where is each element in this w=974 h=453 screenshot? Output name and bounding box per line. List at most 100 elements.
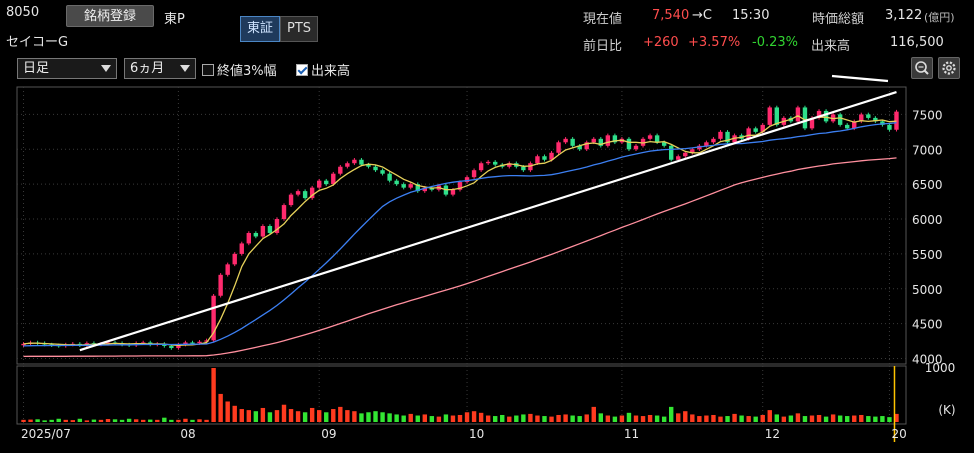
candle-body [253,232,259,237]
date-tick-label: 20 [891,427,906,441]
volume-bar [500,414,505,422]
trendline [79,74,897,442]
stock-code: 8050 [6,5,40,20]
volume-bar [204,419,209,422]
volume-bar [788,415,794,422]
option-volume[interactable]: 出来高 [296,60,350,79]
volume-bar [859,414,864,422]
candle-body [225,264,230,275]
volume-bar [352,411,357,422]
candle-body [324,180,329,185]
candle-body [352,159,357,164]
market-label: 東P [164,12,185,27]
market-cap-label: 時価総額 [812,12,865,27]
checkbox-checked-icon[interactable] [296,64,308,76]
volume-bar [732,413,737,422]
candle-body [535,156,540,164]
volume-bar [169,419,174,422]
candle-body [859,114,864,122]
candle-body [661,142,667,146]
market-cap-value: 3,122 [885,8,923,23]
volume-bar [338,406,343,422]
volume-bar [190,419,195,422]
period-select[interactable]: 日足 [17,58,117,79]
candle-body [493,161,498,165]
candle-body [281,205,287,220]
range-select[interactable]: 6ヵ月 [124,58,196,79]
candle-body [640,138,646,146]
volume-bar [746,416,751,422]
volume-bar [669,406,674,422]
zoom-button[interactable] [911,57,933,79]
candle-body [415,184,420,192]
volume-bar [598,413,603,422]
volume-bar [697,416,702,422]
candle-body [584,142,589,150]
volume-bar [253,411,259,422]
settings-button[interactable] [938,57,960,79]
candle-body [204,340,209,342]
volume-bar [183,418,188,422]
volume-bar [148,419,153,422]
gear-icon [942,61,956,75]
candle-body [274,219,280,233]
candle-body [141,342,146,344]
zoom-icon [915,61,929,75]
candle-body [338,166,343,174]
candle-body [197,341,202,344]
candle-body [725,131,730,143]
volume-bar [471,411,477,422]
volume-bar [112,419,118,422]
date-tick-label: 10 [469,427,484,441]
volume-bar [126,418,132,422]
volume-bar [457,414,463,422]
candle-body [105,342,111,344]
candle-body [345,163,350,167]
volume-bar [288,409,294,422]
volume-bar [373,411,378,422]
candle-body [317,180,322,188]
candle-body [690,149,695,153]
candle-body [190,342,195,344]
option-close-band[interactable]: 終値3%幅 [202,60,277,79]
candle-body [267,226,273,233]
candle-body [309,187,315,199]
volume-bar [309,407,315,422]
register-button[interactable]: 銘柄登録 [66,5,154,27]
change-pct: +3.57% [688,35,741,50]
candle-body [823,110,829,122]
volume-bar [830,414,836,422]
candle-body [809,117,815,129]
volume-bar [485,415,491,422]
volume-bar [281,404,287,422]
price-panel [16,86,907,365]
volume-bar [211,368,216,422]
tab-tse[interactable]: 東証 [240,16,281,42]
volume-bar [429,416,435,422]
candle-body [478,163,484,171]
volume-bar [887,417,892,422]
volume-bar [133,419,139,422]
checkbox-icon[interactable] [202,64,214,76]
volume-bar [91,419,97,422]
date-tick-label: 09 [321,427,336,441]
volume-bar [774,414,779,422]
volume-bar [84,420,90,422]
volume-bar [514,415,519,422]
volume-bar [605,415,611,422]
candle-body [380,170,385,174]
candle-body [21,343,26,346]
candle-body [591,138,596,143]
candle-body [669,145,674,160]
volume-bars [21,368,899,422]
tab-pts[interactable]: PTS [280,16,319,42]
moving-averages [23,115,897,358]
candle-body [845,124,850,129]
candle-body [676,156,681,160]
volume-bar [521,414,526,422]
candle-body [830,114,836,122]
volume-bar [528,413,533,422]
price-tick-label: 5500 [912,248,943,262]
candle-body [683,152,688,157]
